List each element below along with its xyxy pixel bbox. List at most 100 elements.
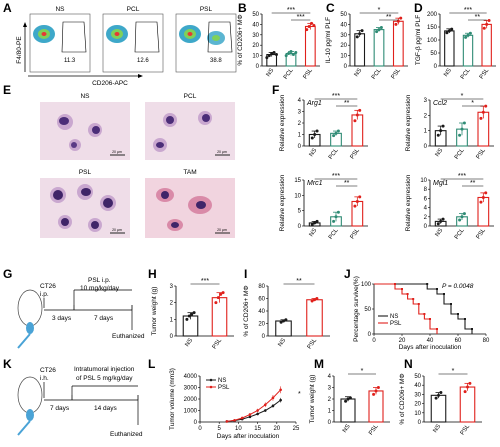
x-tick-label: PCL	[328, 227, 340, 241]
flow-blob-center	[41, 32, 47, 36]
data-point	[437, 393, 440, 397]
legend-label: NS	[390, 314, 398, 320]
bar-pcl	[373, 29, 385, 67]
data-point	[460, 127, 464, 131]
y-axis-label: Relative expression	[405, 174, 412, 231]
y-tick-label: 4	[328, 374, 332, 380]
data-point	[334, 131, 338, 135]
y-tick-label: 20	[252, 43, 259, 49]
data-point	[265, 56, 269, 60]
x-tick-label: PSL	[479, 67, 491, 80]
y-tick-label: 10	[340, 54, 347, 60]
sig-label: ***	[287, 7, 295, 14]
data-point	[214, 301, 218, 305]
y-axis-label: Tumor weight (g)	[309, 375, 316, 424]
scheme-k-t2: 14 days	[94, 405, 118, 412]
x-tick-label: PSL	[476, 147, 488, 160]
data-point	[439, 219, 443, 223]
x-tick-label: NS	[309, 228, 319, 238]
data-point	[313, 133, 317, 136]
x-tick-label: 20	[399, 338, 406, 344]
flow-blob-right-core	[212, 35, 220, 41]
data-point	[263, 409, 267, 412]
scheme-k-treatment-2: of PSL 5 mg/kg/day	[76, 375, 133, 382]
y-tick-label: 30	[340, 33, 347, 39]
y-axis-label: IL-10 pg/ml PLF	[325, 17, 332, 63]
data-point	[315, 129, 319, 133]
x-tick-label: 20	[273, 426, 280, 432]
bar-ns	[340, 398, 356, 423]
y-tick-label: 40	[340, 22, 347, 28]
x-tick-label: NS	[435, 148, 445, 158]
data-point	[279, 398, 282, 402]
x-tick-label: 15	[254, 426, 261, 432]
y-tick-label: 0	[170, 334, 174, 340]
y-tick-label: 0	[256, 64, 260, 70]
y-tick-label: 20	[414, 402, 421, 408]
censor-mark	[423, 313, 426, 315]
mouse-tail-line	[17, 333, 31, 349]
flow-title-pcl: PCL	[127, 6, 140, 13]
x-tick-label: PSL	[476, 227, 488, 240]
x-tick-label: PSL	[368, 423, 380, 436]
y-tick-label: 1	[424, 129, 428, 135]
y-axis-label: Tumor volume (mm3)	[169, 368, 176, 430]
y-tick-label: 15	[294, 178, 301, 184]
censor-mark	[464, 318, 466, 320]
micro-scale-psl: 20 μm	[112, 228, 122, 232]
y-tick-label: 4	[424, 206, 428, 212]
y-axis-label: Relative expression	[279, 94, 286, 151]
data-point	[334, 215, 338, 219]
x-tick-label: 5	[218, 426, 222, 432]
y-tick-label: 10	[414, 411, 421, 417]
data-point	[310, 222, 314, 226]
data-point	[463, 390, 467, 394]
data-point	[274, 53, 278, 57]
scheme-g-t1: 3 days	[52, 315, 72, 322]
data-point	[394, 22, 398, 26]
y-tick-label: 1000	[184, 409, 198, 415]
mouse-body	[17, 376, 43, 414]
chart-j: 0 50 100 0 20 40 60 80 Percentage survive(%) Days…	[353, 276, 490, 351]
data-point	[336, 210, 340, 214]
data-point	[332, 134, 336, 138]
panel-label-d: D	[414, 1, 423, 15]
data-point	[445, 31, 449, 35]
data-point	[439, 391, 443, 395]
flow-plot-pcl: PCL 12.6	[102, 6, 164, 73]
x-tick-label: PSL	[350, 147, 362, 160]
sig-label: **	[344, 180, 350, 187]
x-tick-label: PCL	[371, 67, 383, 81]
x-tick-label: PSL	[212, 337, 224, 350]
data-point	[464, 35, 468, 39]
data-point	[348, 396, 352, 400]
sig-label: *	[361, 368, 364, 375]
y-tick-label: 2	[298, 121, 302, 127]
data-point	[436, 133, 440, 137]
y-tick-label: 40	[258, 309, 265, 315]
bar-psl	[459, 386, 476, 423]
legend-marker	[209, 385, 213, 389]
series-line-ns	[374, 283, 473, 334]
y-tick-label: 0	[368, 332, 372, 338]
data-point	[439, 129, 443, 133]
x-tick-label: 0	[198, 426, 202, 432]
data-point	[399, 16, 403, 20]
data-point	[313, 221, 317, 225]
y-tick-label: 0	[424, 224, 428, 230]
flow-blob-center	[187, 32, 193, 36]
flow-title-ns: NS	[55, 6, 65, 13]
scheme-g-route: i.p.	[40, 291, 49, 298]
sig-label: ***	[458, 173, 466, 180]
y-tick-label: 1	[298, 133, 302, 139]
x-tick-label: PSL	[391, 67, 403, 80]
series-line-psl	[226, 389, 282, 422]
data-point	[468, 381, 472, 385]
data-point	[358, 108, 362, 112]
data-point	[479, 116, 483, 120]
micro-scale-ns: 20 μm	[112, 150, 122, 154]
data-point	[225, 420, 229, 423]
micro-pcl: PCL 20 μm	[145, 93, 235, 160]
sig-label: ***	[332, 93, 340, 100]
y-tick-label: 2	[424, 215, 428, 221]
